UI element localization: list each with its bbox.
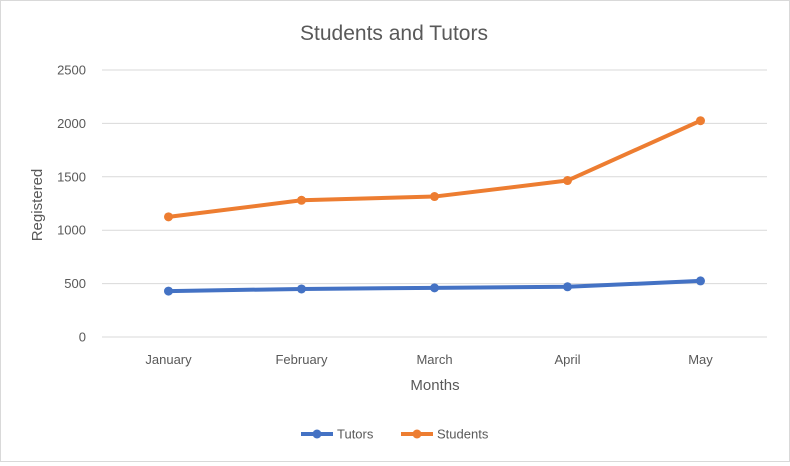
x-tick-label: January	[145, 352, 192, 367]
data-point-students	[430, 192, 439, 202]
data-point-tutors	[297, 284, 306, 294]
x-tick-label: May	[688, 352, 713, 367]
series-group	[164, 116, 705, 296]
legend-marker-students	[412, 429, 422, 439]
y-tick-label: 2500	[57, 63, 86, 78]
x-tick-label: April	[554, 352, 580, 367]
y-tick-label: 1500	[57, 169, 86, 184]
x-tick-label: February	[275, 352, 328, 367]
y-tick-label: 0	[79, 330, 86, 345]
chart-title: Students and Tutors	[300, 22, 488, 45]
y-axis-ticks: 0 500 1000 1500 2000 2500	[57, 63, 86, 345]
x-tick-label: March	[416, 352, 452, 367]
legend-label-tutors: Tutors	[337, 427, 374, 442]
data-point-students	[164, 212, 173, 222]
data-point-students	[696, 116, 705, 126]
data-point-tutors	[696, 276, 705, 286]
data-point-tutors	[164, 286, 173, 296]
x-axis-title: Months	[410, 377, 459, 394]
y-tick-label: 2000	[57, 116, 86, 131]
x-axis-ticks: January February March April May	[145, 352, 713, 367]
data-point-tutors	[430, 283, 439, 293]
y-axis-title: Registered	[29, 169, 46, 242]
data-point-tutors	[563, 282, 572, 292]
data-point-students	[297, 195, 306, 205]
legend-label-students: Students	[437, 427, 489, 442]
legend: Tutors Students	[301, 427, 489, 442]
legend-marker-tutors	[312, 429, 322, 439]
y-tick-label: 500	[64, 276, 86, 291]
y-tick-label: 1000	[57, 223, 86, 238]
gridlines	[102, 69, 767, 338]
series-line-students	[166, 118, 703, 219]
data-point-students	[563, 176, 572, 186]
